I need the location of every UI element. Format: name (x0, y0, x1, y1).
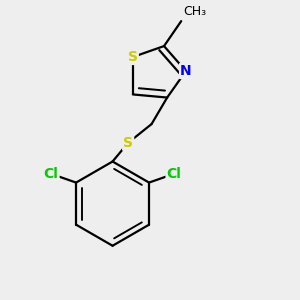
Text: Cl: Cl (167, 167, 182, 181)
Text: N: N (180, 64, 192, 78)
Text: S: S (128, 50, 138, 64)
Text: S: S (123, 136, 133, 150)
Text: Cl: Cl (44, 167, 58, 181)
Text: CH₃: CH₃ (183, 5, 206, 18)
